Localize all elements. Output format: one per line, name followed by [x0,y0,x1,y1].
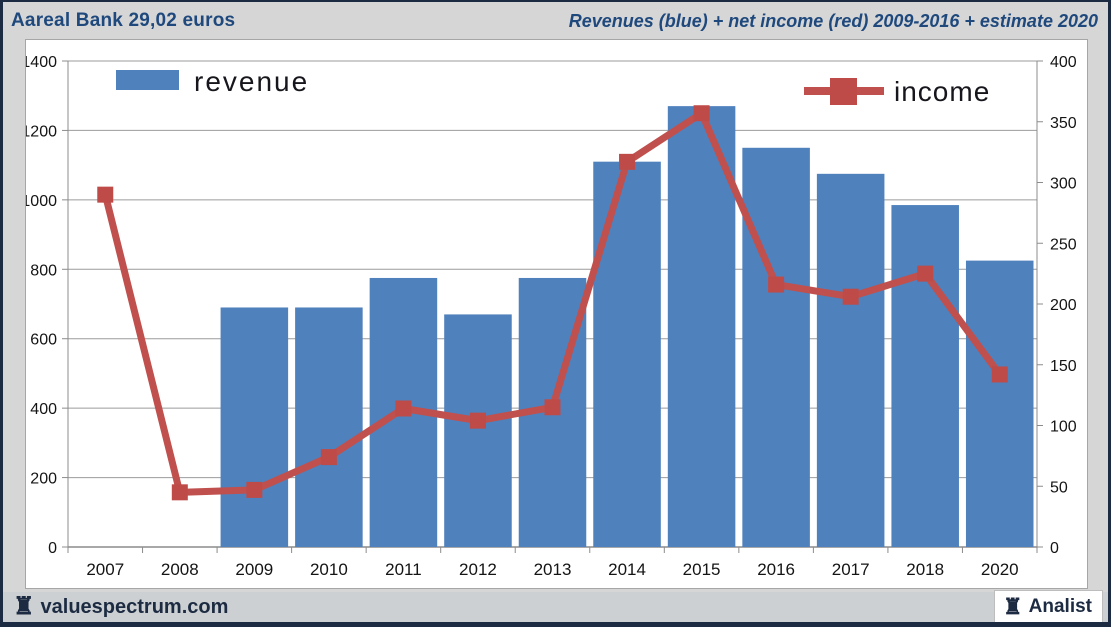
bar-2014 [593,161,661,547]
marker-2020 [991,366,1008,383]
axis-label: 2014 [608,560,646,579]
marker-2009 [246,481,263,498]
axis-label: 1400 [26,54,57,71]
chart-subtitle: Revenues (blue) + net income (red) 2009-… [568,10,1098,31]
badge-text: Analist [1028,596,1092,617]
axis-label: 2015 [683,560,721,579]
axis-label: 0 [48,540,57,557]
marker-2008 [171,484,188,501]
axis-label: 250 [1050,236,1077,253]
axis-label: 600 [30,332,57,349]
revenue-income-chart: 0 200 400 600 800 1000 1200 1400 0 50 100 150 200 250… [21,54,1077,579]
axis-label: 150 [1050,358,1077,375]
axis-label: 200 [1050,297,1077,314]
footer-bar: ♜ valuespectrum.com ♜ Analist [3,591,1108,622]
bar-2018 [891,205,959,548]
marker-2014 [619,153,636,170]
marker-2016 [768,276,785,293]
bar-2020 [965,260,1034,547]
marker-2010 [320,449,337,466]
axis-label: 0 [1050,540,1059,557]
axis-label: 2010 [310,560,348,579]
bar-2012 [444,314,512,547]
legend-income-label: income [894,76,990,107]
brand-text: valuespectrum.com [40,595,229,618]
axis-label: 2017 [832,560,870,579]
legend-revenue-swatch [116,70,179,90]
marker-2017 [842,288,859,305]
rook-icon: ♜ [1002,594,1023,619]
chart-area: 0 200 400 600 800 1000 1200 1400 0 50 100 150 200 250… [21,39,1088,589]
marker-2015 [693,105,710,122]
axis-label: 2013 [534,560,572,579]
marker-2011 [395,400,412,417]
bar-2017 [816,173,885,548]
axis-label: 200 [30,471,57,488]
bar-2009 [220,307,289,547]
header-bar: Aareal Bank 29,02 euros Revenues (blue) … [3,2,1108,40]
marker-2018 [917,265,934,282]
axis-label: 2009 [235,560,273,579]
bar-2015 [667,106,736,547]
axis-label: 2016 [757,560,795,579]
axis-label: 2018 [906,560,944,579]
bar-2010 [295,307,363,547]
axis-label: 2020 [981,560,1019,579]
bar-2016 [742,147,810,547]
analist-badge: ♜ Analist [994,591,1102,622]
axis-label: 800 [30,262,57,279]
marker-2013 [544,399,561,416]
axis-label: 100 [1050,419,1077,436]
axis-label: 2011 [385,560,422,579]
page-title: Aareal Bank 29,02 euros [11,10,236,31]
axis-label: 2012 [459,560,497,579]
axis-label: 50 [1050,479,1068,496]
axis-label: 1200 [26,123,57,140]
axis-label: 1000 [26,193,57,210]
axis-label: 2007 [86,560,124,579]
axis-label: 2008 [161,560,199,579]
axis-label: 400 [30,401,57,418]
axis-label: 300 [1050,176,1077,193]
axis-label: 400 [1050,54,1077,71]
axis-label: 350 [1050,115,1077,132]
brand: ♜ valuespectrum.com [13,593,229,620]
marker-2007 [97,186,114,203]
marker-2012 [469,412,486,429]
rook-icon: ♜ [13,593,35,620]
legend-revenue-label: revenue [194,66,309,97]
legend-income-marker [830,78,857,105]
